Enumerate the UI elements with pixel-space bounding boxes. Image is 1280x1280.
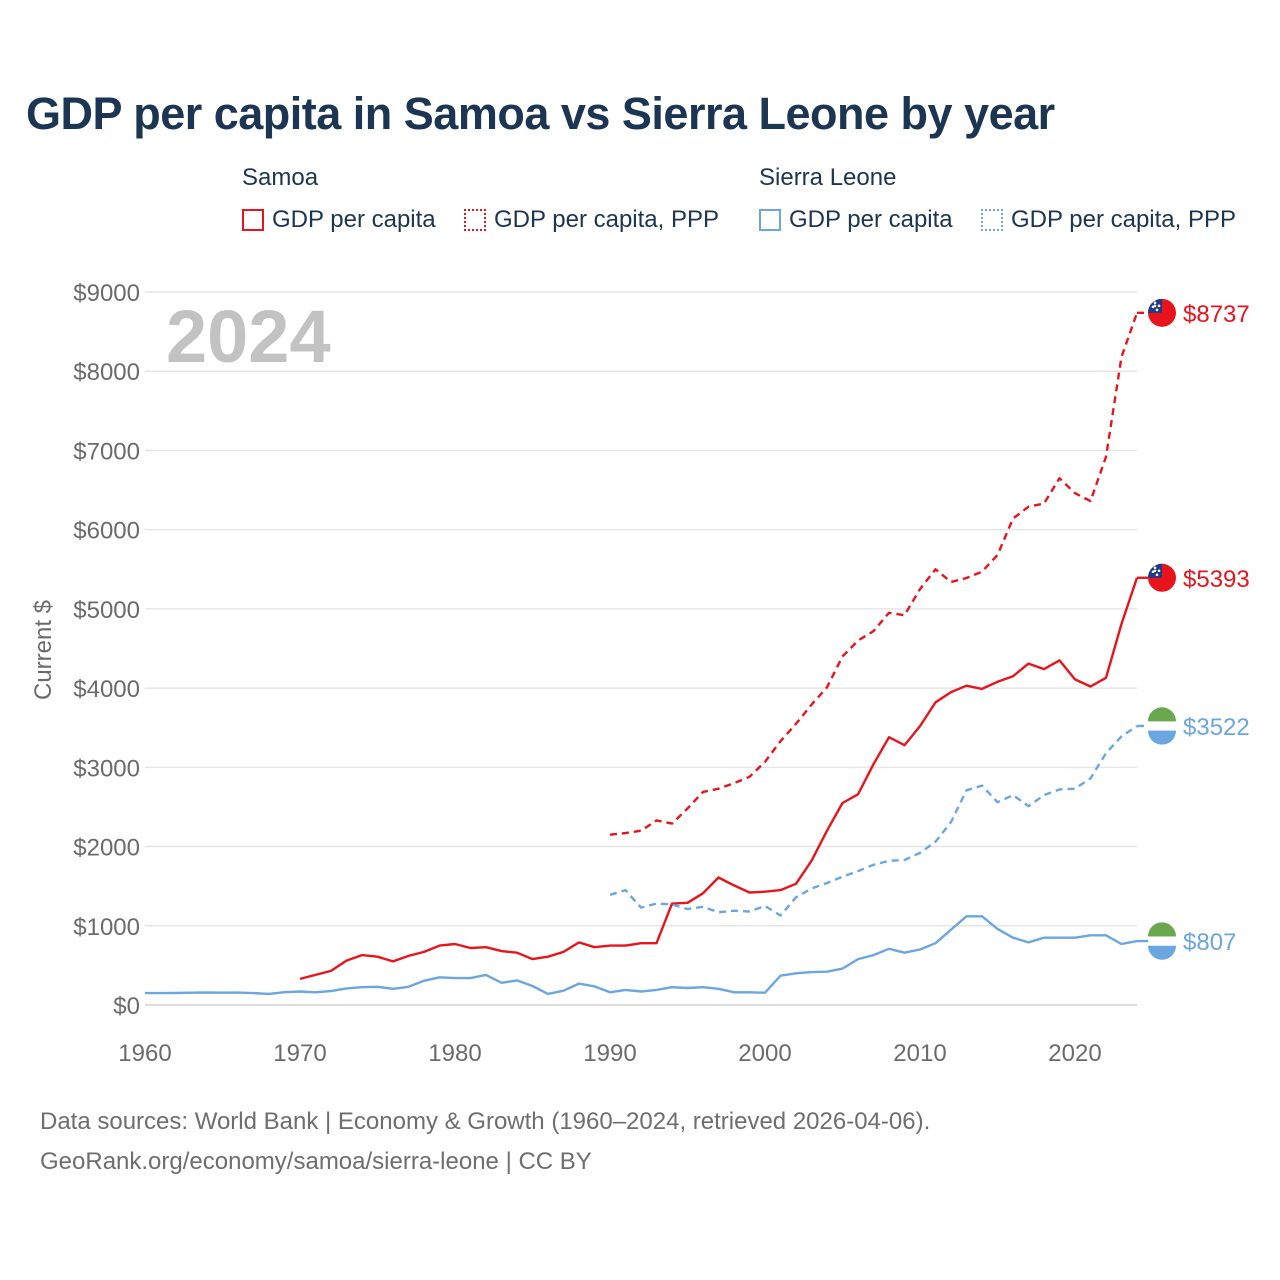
x-tick-label: 1960 (118, 1040, 171, 1067)
y-tick-label: $8000 (73, 359, 140, 386)
x-tick-label: 1980 (428, 1040, 481, 1067)
legend-swatch-dotted-icon (981, 209, 1003, 231)
x-tick-label: 1990 (583, 1040, 636, 1067)
series-line-sierra_leone-ppp[interactable] (609, 725, 1138, 917)
x-tick-label: 2020 (1048, 1040, 1101, 1067)
legend-item-sierra-leone-gdp[interactable]: GDP per capita (759, 205, 953, 235)
y-tick-label: $5000 (73, 597, 140, 624)
sierra_leone-flag-icon (1148, 707, 1176, 745)
y-tick-label: $9000 (73, 280, 140, 307)
legend-label: GDP per capita (272, 206, 436, 233)
legend-item-samoa-ppp[interactable]: GDP per capita, PPP (464, 205, 719, 235)
legend-swatch-solid-icon (242, 209, 264, 231)
flag-star (1153, 566, 1157, 570)
series-line-samoa-ppp[interactable] (609, 312, 1139, 836)
flag-band-white (1148, 721, 1176, 731)
x-tick-label: 2000 (738, 1040, 791, 1067)
flag-band-blue (1148, 945, 1176, 960)
flag-star (1155, 573, 1159, 577)
y-tick-label: $4000 (73, 676, 140, 703)
flag-star (1151, 570, 1155, 574)
series-end-value-label: $807 (1183, 929, 1236, 956)
flag-star (1157, 304, 1161, 308)
y-tick-label: $1000 (73, 914, 140, 941)
legend-label: GDP per capita (789, 206, 953, 233)
series-line-sierra_leone[interactable] (145, 915, 1138, 996)
sierra_leone-flag-icon (1148, 922, 1176, 960)
samoa-flag-icon (1148, 563, 1176, 592)
y-axis-label: Current $ (30, 600, 57, 700)
legend-group-samoa: Samoa (242, 164, 319, 191)
footer-sources: Data sources: World Bank | Economy & Gro… (40, 1108, 931, 1135)
y-tick-label: $0 (113, 993, 140, 1020)
legend-swatch-solid-icon (759, 209, 781, 231)
flag-star (1153, 304, 1157, 308)
legend-label: GDP per capita, PPP (494, 206, 719, 233)
flag-band-green-top (1148, 922, 1176, 937)
flag-band-green-top (1148, 707, 1176, 722)
flag-band-white (1148, 936, 1176, 946)
x-tick-label: 1970 (273, 1040, 326, 1067)
series-end-value-label: $8737 (1183, 301, 1250, 328)
y-tick-label: $7000 (73, 438, 140, 465)
year-watermark: 2024 (166, 295, 331, 378)
flag-band-blue (1148, 730, 1176, 745)
line-chart: $0 $1000 $2000 $3000 $4000 $5000 $6000 $7000 $80… (30, 280, 1250, 1067)
y-tick-label: $6000 (73, 518, 140, 545)
series-line-samoa[interactable] (299, 577, 1139, 981)
series-end-value-label: $3522 (1183, 714, 1250, 741)
series-end-value-label: $5393 (1183, 566, 1250, 593)
legend-swatch-dotted-icon (464, 209, 486, 231)
samoa-flag-icon (1148, 298, 1176, 327)
flag-star (1153, 569, 1157, 573)
chart-title: GDP per capita in Samoa vs Sierra Leone … (26, 88, 1055, 139)
y-tick-label: $2000 (73, 835, 140, 862)
legend-item-sierra-leone-ppp[interactable]: GDP per capita, PPP (981, 205, 1236, 235)
flag-star (1157, 569, 1161, 573)
x-tick-label: 2010 (893, 1040, 946, 1067)
legend-item-samoa-gdp[interactable]: GDP per capita (242, 205, 436, 235)
flag-star (1153, 301, 1157, 305)
legend-group-sierra-leone: Sierra Leone (759, 164, 897, 191)
flag-star (1155, 308, 1159, 312)
footer-link[interactable]: GeoRank.org/economy/samoa/sierra-leone |… (40, 1148, 592, 1175)
y-tick-label: $3000 (73, 755, 140, 782)
flag-star (1151, 305, 1155, 309)
legend-label: GDP per capita, PPP (1011, 206, 1236, 233)
